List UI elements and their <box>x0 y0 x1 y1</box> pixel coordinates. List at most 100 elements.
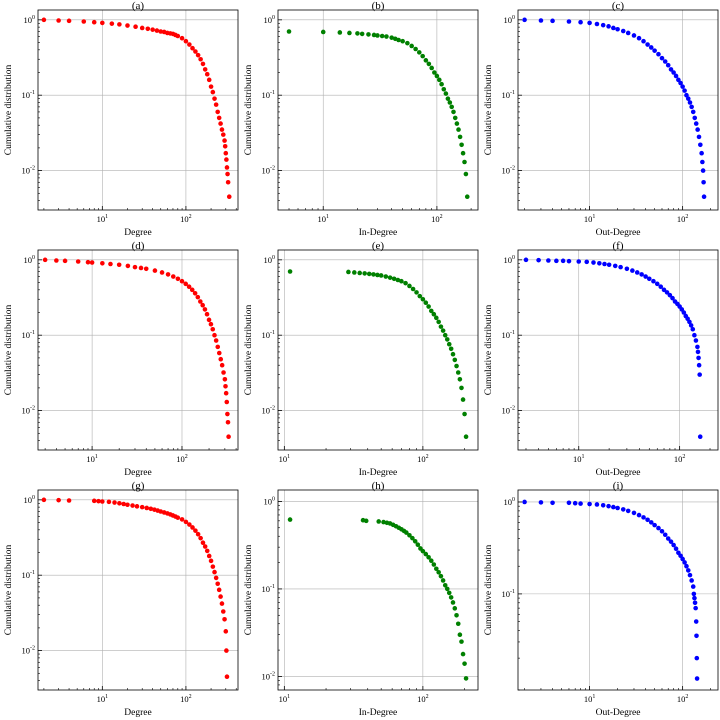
data-point <box>693 605 698 611</box>
data-point <box>175 33 181 39</box>
data-point <box>459 385 464 391</box>
y-tick-label: 100 <box>24 15 36 25</box>
y-axis-label: Cumulative distribution <box>484 544 494 635</box>
data-point <box>682 560 687 565</box>
x-tick-label: 102 <box>674 454 686 464</box>
data-point <box>691 591 697 597</box>
data-point <box>446 590 452 596</box>
data-point <box>659 528 665 534</box>
data-point <box>678 80 683 86</box>
data-point <box>193 49 198 54</box>
data-point <box>441 86 447 92</box>
data-point <box>536 257 541 263</box>
x-tick-label: 101 <box>584 694 596 704</box>
data-point <box>96 498 101 504</box>
data-point <box>452 115 458 121</box>
data-point <box>428 558 434 564</box>
plot-frame <box>37 9 239 211</box>
y-tick-label: 10-2 <box>22 166 36 176</box>
x-axis-label: In-Degree <box>359 708 398 718</box>
y-axis-label: Cumulative distribution <box>244 64 254 155</box>
data-point <box>634 270 640 275</box>
data-point <box>148 506 154 512</box>
data-point <box>212 96 217 101</box>
data-point <box>412 539 418 544</box>
data-point <box>85 259 91 265</box>
data-point <box>538 18 544 23</box>
data-point <box>462 159 467 165</box>
y-tick-label: 10-2 <box>262 406 276 416</box>
data-point <box>454 363 459 369</box>
data-point <box>464 194 470 200</box>
data-point <box>130 503 135 508</box>
data-point <box>224 157 229 162</box>
data-point <box>700 159 705 165</box>
y-axis-label: Cumulative distribution <box>4 544 14 635</box>
data-point <box>676 77 681 83</box>
y-tick-label: 100 <box>504 15 516 25</box>
data-point <box>693 338 699 343</box>
data-point <box>223 384 228 389</box>
data-point <box>213 102 219 107</box>
x-axis-label: Degree <box>124 708 151 718</box>
data-point <box>698 142 703 148</box>
data-point <box>697 434 703 440</box>
data-point <box>224 165 230 170</box>
data-point <box>206 77 212 83</box>
data-point <box>106 499 112 505</box>
data-point <box>399 278 404 284</box>
data-point <box>578 19 583 25</box>
data-point <box>662 59 668 64</box>
data-point <box>195 531 201 537</box>
data-point <box>395 277 401 283</box>
data-point <box>139 25 145 31</box>
x-tick-label: 102 <box>677 694 689 704</box>
data-point <box>125 263 131 269</box>
data-point <box>134 504 140 509</box>
data-point <box>286 29 292 34</box>
x-tick-label: 101 <box>97 694 109 704</box>
data-point <box>687 100 693 105</box>
panel-title: (d) <box>132 240 145 252</box>
data-point <box>554 258 559 264</box>
data-point <box>198 535 203 541</box>
data-point <box>681 310 687 315</box>
data-point <box>287 269 293 274</box>
data-point <box>606 262 612 268</box>
data-point <box>584 259 590 265</box>
data-point <box>183 38 189 44</box>
data-point <box>652 48 657 53</box>
panel-title: (h) <box>372 480 385 492</box>
data-point <box>450 351 456 357</box>
data-point <box>700 168 706 173</box>
data-point <box>449 104 455 110</box>
data-point <box>200 302 205 308</box>
y-tick-label: 100 <box>24 495 36 505</box>
data-point <box>693 619 699 624</box>
data-point <box>606 24 611 29</box>
data-point <box>684 92 689 98</box>
data-point <box>206 317 212 323</box>
data-point <box>414 290 419 295</box>
data-point <box>620 507 626 512</box>
data-point <box>442 583 448 588</box>
panel-d: 101 102 10-2 10-1 100 (d) Degree Cumulative dis… <box>4 240 239 478</box>
panel-title: (i) <box>613 480 624 492</box>
data-point <box>66 498 72 503</box>
data-point <box>225 411 230 417</box>
data-point <box>682 88 687 93</box>
y-tick-label: 10-2 <box>22 646 36 656</box>
panel-f: 101 102 10-2 10-1 100 (f) Out-Degree Cumulative… <box>484 240 719 478</box>
data-point <box>359 31 365 37</box>
data-point <box>125 502 130 508</box>
panel-title: (c) <box>612 0 625 12</box>
x-tick-label: 101 <box>279 694 291 704</box>
data-point <box>668 67 674 72</box>
data-point <box>447 100 453 105</box>
x-tick-label: 102 <box>417 694 429 704</box>
data-point <box>91 19 97 25</box>
data-point <box>144 505 150 511</box>
data-point <box>442 332 448 338</box>
data-point <box>158 509 164 514</box>
data-point <box>429 65 434 71</box>
